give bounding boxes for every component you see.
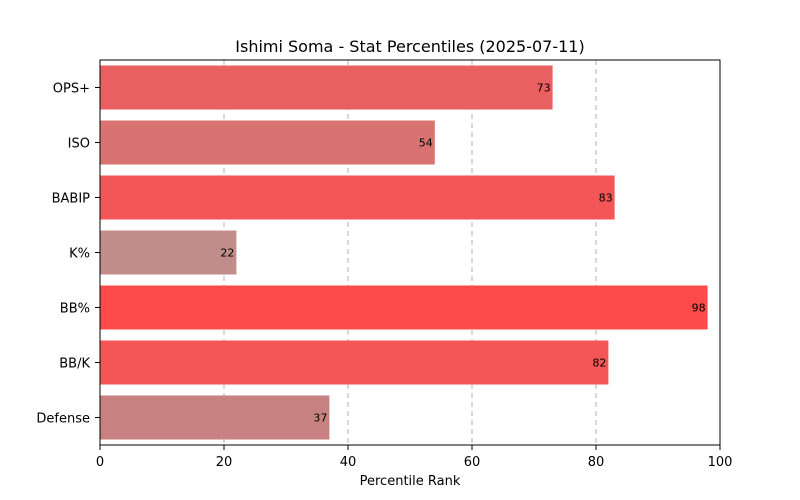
- y-tick-label: Defense: [36, 412, 90, 427]
- bar-value-label: 83: [599, 192, 613, 205]
- bar: [100, 340, 609, 385]
- bar-value-label: 54: [419, 137, 433, 150]
- x-tick-label: 80: [588, 455, 605, 470]
- bar-value-label: 22: [220, 247, 234, 260]
- y-tick-label: ISO: [68, 137, 90, 152]
- bar-value-label: 73: [537, 82, 551, 95]
- y-tick-label: BB%: [60, 302, 90, 317]
- bar: [100, 65, 553, 110]
- x-tick-label: 40: [340, 455, 357, 470]
- bar-value-label: 98: [692, 302, 706, 315]
- bar: [100, 230, 237, 275]
- grid-lines: [223, 60, 597, 445]
- y-tick-label: BB/K: [59, 357, 90, 372]
- bars: [100, 65, 708, 440]
- chart-title: Ishimi Soma - Stat Percentiles (2025-07-…: [235, 37, 584, 56]
- x-axis-label: Percentile Rank: [360, 474, 461, 489]
- x-tick-label: 60: [464, 455, 481, 470]
- bar-value-label: 37: [313, 412, 327, 425]
- bar: [100, 395, 330, 440]
- bar: [100, 120, 435, 165]
- x-tick-label: 100: [708, 455, 733, 470]
- bar: [100, 285, 708, 330]
- x-tick-label: 0: [96, 455, 104, 470]
- y-axis-ticks: OPS+ ISO BABIP K% BB% BB/K Defense: [36, 82, 100, 427]
- bar: [100, 175, 615, 220]
- y-tick-label: OPS+: [53, 82, 90, 97]
- data-labels: 73 54 83 22 98 82 37: [220, 82, 705, 425]
- y-tick-label: K%: [69, 247, 90, 262]
- x-axis-ticks: 0 20 40 60 80 100: [96, 445, 733, 470]
- x-tick-label: 20: [216, 455, 233, 470]
- bar-value-label: 82: [592, 357, 606, 370]
- y-tick-label: BABIP: [52, 192, 91, 207]
